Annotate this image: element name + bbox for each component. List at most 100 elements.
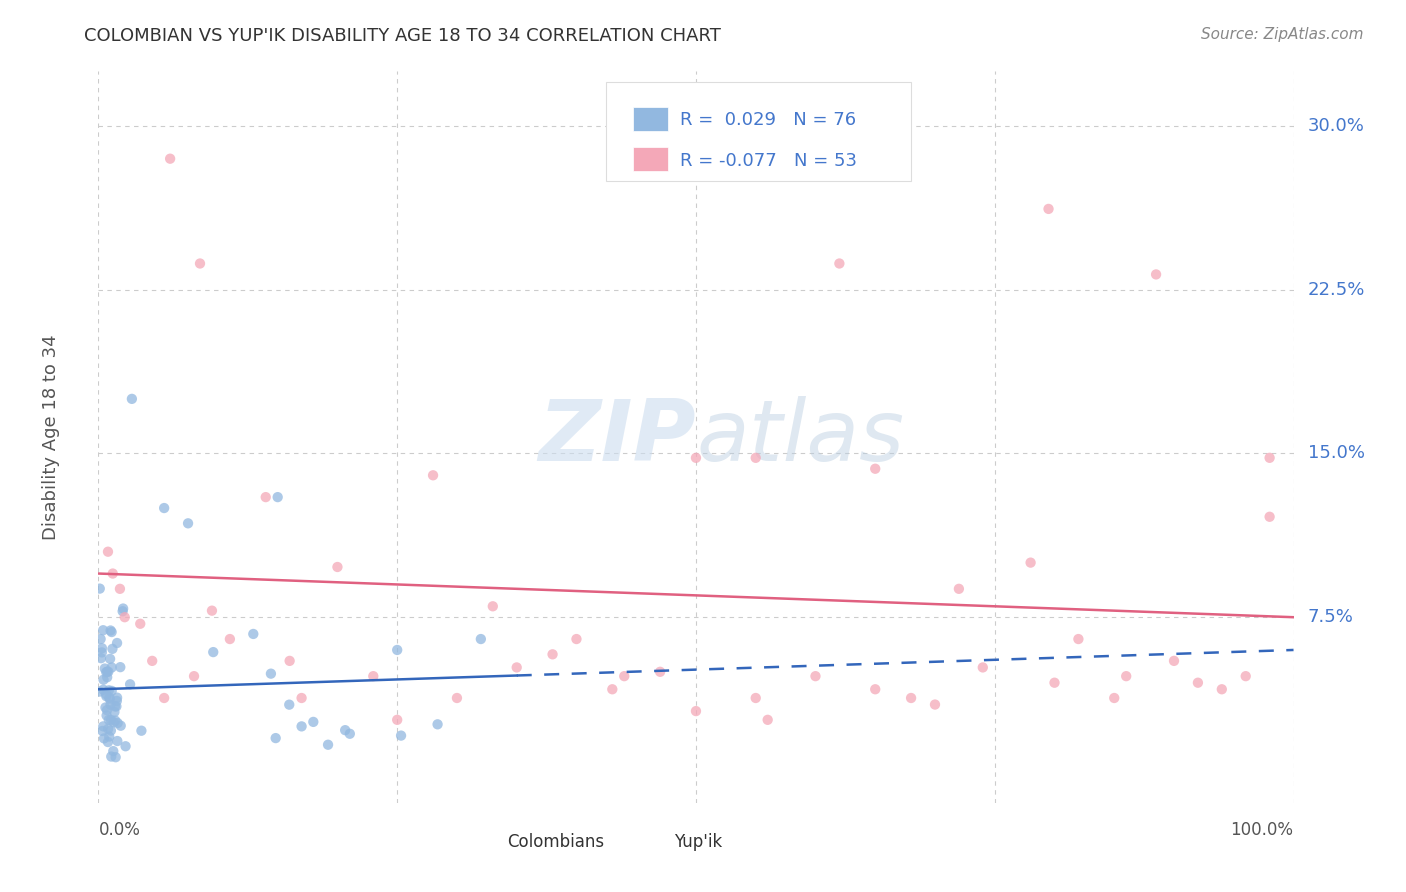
Point bbox=[602, 682, 624, 697]
Point bbox=[91, 641, 114, 656]
Point bbox=[804, 669, 827, 683]
Point bbox=[98, 652, 121, 666]
FancyBboxPatch shape bbox=[643, 834, 668, 850]
Point bbox=[267, 490, 290, 504]
Text: ZIP: ZIP bbox=[538, 395, 696, 479]
Point bbox=[100, 624, 122, 638]
Point bbox=[97, 665, 120, 679]
Point bbox=[104, 714, 127, 728]
Point bbox=[96, 708, 118, 723]
Point bbox=[264, 731, 287, 745]
Point bbox=[426, 717, 449, 731]
Point bbox=[94, 687, 117, 701]
Point bbox=[865, 461, 887, 475]
Point bbox=[1163, 654, 1185, 668]
Point bbox=[105, 690, 128, 705]
Point bbox=[96, 690, 118, 704]
Point bbox=[90, 651, 112, 665]
Point bbox=[1258, 450, 1281, 465]
Point bbox=[103, 744, 125, 758]
Point bbox=[110, 660, 132, 674]
Point bbox=[94, 700, 117, 714]
Point bbox=[333, 723, 356, 738]
Point bbox=[685, 450, 707, 465]
Point bbox=[101, 566, 124, 581]
Point bbox=[385, 643, 409, 657]
FancyBboxPatch shape bbox=[633, 147, 668, 171]
Point bbox=[470, 632, 492, 646]
Point bbox=[97, 735, 120, 749]
Point bbox=[1038, 202, 1060, 216]
Point bbox=[91, 624, 114, 638]
Text: Source: ZipAtlas.com: Source: ZipAtlas.com bbox=[1201, 27, 1364, 42]
Point bbox=[685, 704, 707, 718]
Point bbox=[260, 666, 283, 681]
Point bbox=[111, 604, 134, 618]
Text: COLOMBIAN VS YUP'IK DISABILITY AGE 18 TO 34 CORRELATION CHART: COLOMBIAN VS YUP'IK DISABILITY AGE 18 TO… bbox=[84, 27, 721, 45]
Point bbox=[1104, 691, 1126, 706]
Point bbox=[105, 694, 128, 708]
Point bbox=[101, 641, 124, 656]
Text: 22.5%: 22.5% bbox=[1308, 281, 1365, 299]
Point bbox=[98, 730, 121, 744]
Point bbox=[201, 604, 224, 618]
Point bbox=[131, 723, 153, 738]
Point bbox=[97, 545, 120, 559]
Point bbox=[96, 670, 118, 684]
Point bbox=[1144, 268, 1167, 282]
Text: atlas: atlas bbox=[696, 395, 904, 479]
Point bbox=[291, 719, 314, 733]
Point bbox=[339, 727, 361, 741]
Point bbox=[100, 698, 122, 712]
Point bbox=[98, 691, 121, 706]
Point bbox=[104, 750, 127, 764]
Point bbox=[1187, 675, 1209, 690]
Text: R =  0.029   N = 76: R = 0.029 N = 76 bbox=[681, 112, 856, 129]
Point bbox=[506, 660, 529, 674]
Point bbox=[278, 654, 301, 668]
Point bbox=[103, 715, 125, 730]
Point bbox=[1019, 556, 1042, 570]
Point bbox=[100, 684, 122, 698]
Point bbox=[97, 722, 120, 736]
Point bbox=[153, 501, 176, 516]
Point bbox=[96, 665, 118, 679]
Point bbox=[110, 719, 132, 733]
Point bbox=[188, 256, 211, 270]
Point bbox=[105, 699, 128, 714]
Point bbox=[385, 713, 409, 727]
Point bbox=[108, 582, 131, 596]
Point bbox=[90, 632, 112, 646]
Point bbox=[291, 691, 314, 706]
Point bbox=[177, 516, 200, 531]
Point bbox=[363, 669, 385, 683]
Point bbox=[100, 713, 122, 727]
Point bbox=[103, 705, 125, 719]
Point bbox=[114, 610, 136, 624]
Point bbox=[100, 723, 122, 738]
Point bbox=[141, 654, 163, 668]
Text: Disability Age 18 to 34: Disability Age 18 to 34 bbox=[42, 334, 59, 540]
Point bbox=[648, 665, 672, 679]
Point bbox=[541, 648, 564, 662]
Point bbox=[91, 719, 114, 733]
Point bbox=[972, 660, 994, 674]
Point bbox=[756, 713, 779, 727]
Text: 15.0%: 15.0% bbox=[1308, 444, 1365, 462]
Point bbox=[93, 673, 115, 687]
Point bbox=[91, 723, 114, 738]
Text: 0.0%: 0.0% bbox=[98, 821, 141, 839]
Point bbox=[183, 669, 205, 683]
Point bbox=[121, 392, 143, 406]
Point bbox=[97, 713, 120, 727]
Point bbox=[326, 560, 349, 574]
Point bbox=[129, 616, 152, 631]
Point bbox=[107, 716, 129, 731]
Text: Colombians: Colombians bbox=[508, 833, 605, 851]
Point bbox=[89, 684, 111, 698]
Point bbox=[159, 152, 181, 166]
Point bbox=[1258, 509, 1281, 524]
Point bbox=[1067, 632, 1090, 646]
Point bbox=[316, 738, 339, 752]
Point bbox=[105, 734, 128, 748]
